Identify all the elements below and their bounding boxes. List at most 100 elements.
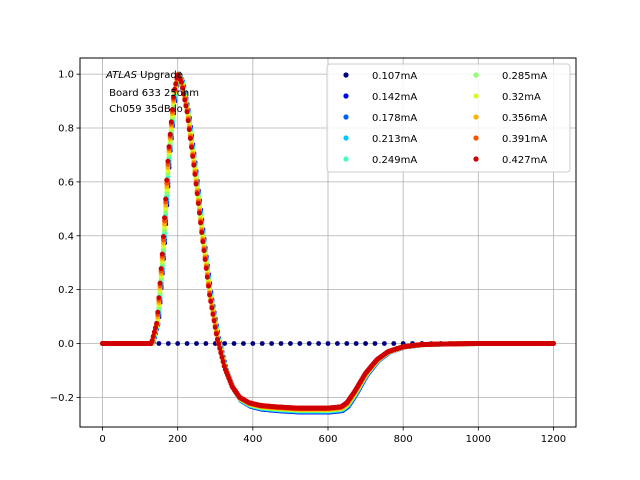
y-tick-label: 1.0 xyxy=(58,70,74,81)
legend-marker xyxy=(343,135,349,141)
data-point xyxy=(159,251,165,257)
data-point xyxy=(158,266,164,272)
legend-label: 0.249mA xyxy=(372,155,417,166)
data-point xyxy=(222,341,228,346)
annotation-atlas: ATLAS xyxy=(105,70,138,81)
data-point xyxy=(163,196,169,202)
data-point xyxy=(156,295,162,301)
data-point xyxy=(219,354,225,360)
data-point xyxy=(259,341,265,346)
data-point xyxy=(218,350,224,356)
x-tick-label: 800 xyxy=(394,434,413,445)
data-point xyxy=(175,341,181,346)
data-point xyxy=(155,309,161,315)
data-point xyxy=(165,158,171,164)
data-point xyxy=(192,171,198,177)
data-point xyxy=(189,144,195,150)
annotation-line-2: Board 633 25ohm xyxy=(106,88,199,99)
data-point xyxy=(168,119,174,125)
data-point xyxy=(269,341,275,346)
data-point xyxy=(153,325,159,331)
data-point xyxy=(211,318,217,324)
data-point xyxy=(149,338,155,344)
legend-marker xyxy=(343,72,349,78)
legend-label: 0.427mA xyxy=(502,155,547,166)
data-point xyxy=(195,200,201,206)
data-point xyxy=(306,341,312,346)
legend-label: 0.178mA xyxy=(372,113,417,124)
data-point xyxy=(297,341,303,346)
data-point xyxy=(210,311,216,317)
y-tick-label: 0.4 xyxy=(58,231,74,242)
legend: 0.107mA 0.142mA 0.178mA 0.213mA 0.249mA 0.285… xyxy=(326,63,571,173)
data-point xyxy=(325,341,331,346)
data-point xyxy=(201,248,207,254)
data-point xyxy=(182,97,188,103)
data-point xyxy=(190,153,196,159)
data-point xyxy=(216,341,222,347)
data-point xyxy=(207,292,213,298)
data-point xyxy=(194,341,199,346)
data-point xyxy=(204,274,210,280)
data-point xyxy=(181,91,187,97)
x-tick-label: 600 xyxy=(318,434,337,445)
data-point xyxy=(220,359,226,365)
y-tick-label: 0.6 xyxy=(58,177,74,188)
data-point xyxy=(202,256,208,262)
legend-marker xyxy=(343,114,349,120)
data-point xyxy=(186,127,192,133)
data-point xyxy=(550,341,556,347)
legend-label: 0.107mA xyxy=(372,71,417,82)
legend-marker xyxy=(473,93,479,99)
y-tick-label: 0.2 xyxy=(58,285,74,296)
data-point xyxy=(213,331,219,337)
legend-label: 0.356mA xyxy=(502,113,547,124)
data-point xyxy=(172,86,178,92)
data-point xyxy=(316,341,322,346)
data-point xyxy=(241,341,246,346)
data-point xyxy=(156,341,162,346)
data-point xyxy=(185,118,191,124)
data-point xyxy=(165,341,171,346)
legend-label: 0.285mA xyxy=(502,71,547,82)
data-point xyxy=(334,341,340,346)
data-point xyxy=(206,283,212,289)
x-tick-label: 0 xyxy=(99,434,105,445)
annotation-line-3: Ch059 35dB lo xyxy=(106,104,183,115)
data-point xyxy=(372,341,378,346)
data-point xyxy=(203,341,209,346)
data-point xyxy=(391,341,397,346)
data-point xyxy=(187,136,193,142)
annotation-upgrade: Upgrade xyxy=(137,70,183,81)
legend-marker xyxy=(473,114,479,120)
legend-marker xyxy=(343,156,349,162)
data-point xyxy=(173,81,179,87)
data-point xyxy=(250,341,256,346)
data-point xyxy=(194,191,200,197)
data-point xyxy=(200,239,206,245)
data-point xyxy=(193,181,199,187)
x-tick-label: 200 xyxy=(168,434,187,445)
data-point xyxy=(215,337,221,343)
data-point xyxy=(353,341,359,346)
data-point xyxy=(288,341,293,346)
data-point xyxy=(278,341,284,346)
legend-marker xyxy=(343,93,349,99)
ticks: 0 200 400 600 800 1000 1200 −0.2 0.0 0.2 0.4 0.6 0.8… xyxy=(50,70,566,445)
data-point xyxy=(217,345,223,351)
data-point xyxy=(344,341,350,346)
data-point xyxy=(363,341,368,346)
data-point xyxy=(150,333,156,339)
data-point xyxy=(381,341,387,346)
data-point xyxy=(151,329,157,335)
legend-marker xyxy=(473,135,479,141)
data-point xyxy=(231,341,237,346)
data-point xyxy=(166,144,172,150)
data-point xyxy=(164,177,170,183)
data-point xyxy=(157,280,163,286)
data-point xyxy=(212,324,218,330)
data-point xyxy=(203,265,209,271)
legend-box xyxy=(326,63,571,173)
data-point xyxy=(184,341,190,346)
